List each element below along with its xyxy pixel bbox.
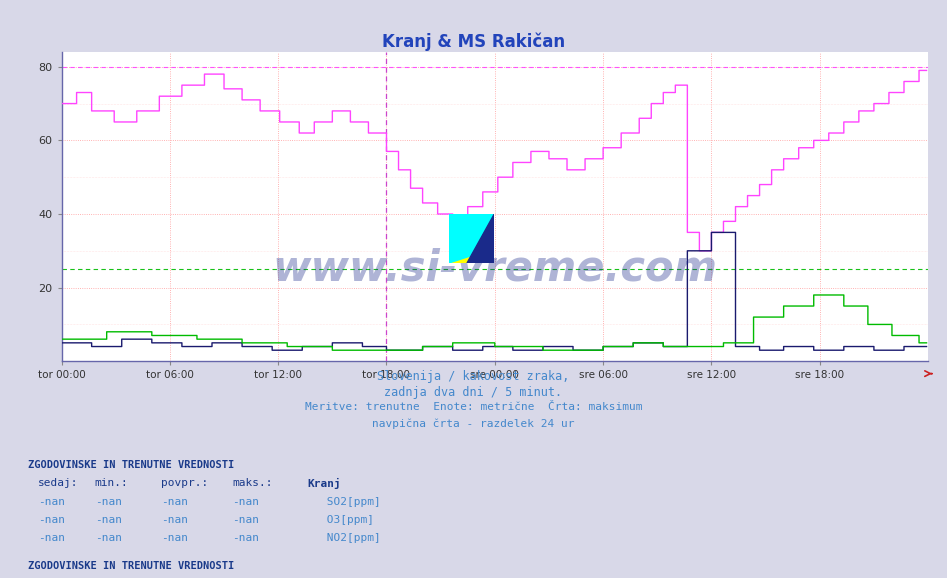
Text: -nan: -nan [95, 497, 122, 506]
Polygon shape [449, 214, 494, 263]
Text: SO2[ppm]: SO2[ppm] [320, 497, 381, 506]
Text: sedaj:: sedaj: [38, 478, 79, 488]
Text: -nan: -nan [161, 497, 188, 506]
Polygon shape [467, 214, 494, 263]
Text: -nan: -nan [38, 533, 65, 543]
Text: -nan: -nan [38, 497, 65, 506]
Text: Meritve: trenutne  Enote: metrične  Črta: maksimum: Meritve: trenutne Enote: metrične Črta: … [305, 402, 642, 412]
Text: -nan: -nan [232, 533, 259, 543]
Text: -nan: -nan [161, 515, 188, 525]
Text: Kranj: Kranj [308, 478, 342, 489]
Text: O3[ppm]: O3[ppm] [320, 515, 374, 525]
Text: www.si-vreme.com: www.si-vreme.com [273, 247, 717, 290]
Text: -nan: -nan [38, 515, 65, 525]
Text: Kranj & MS Rakičan: Kranj & MS Rakičan [382, 33, 565, 51]
Text: min.:: min.: [95, 478, 129, 488]
Text: NO2[ppm]: NO2[ppm] [320, 533, 381, 543]
Text: -nan: -nan [232, 497, 259, 506]
Text: Slovenija / kakovost zraka,: Slovenija / kakovost zraka, [377, 370, 570, 383]
Text: ZGODOVINSKE IN TRENUTNE VREDNOSTI: ZGODOVINSKE IN TRENUTNE VREDNOSTI [28, 460, 235, 469]
Text: povpr.:: povpr.: [161, 478, 208, 488]
Text: navpična črta - razdelek 24 ur: navpična črta - razdelek 24 ur [372, 418, 575, 429]
Text: -nan: -nan [232, 515, 259, 525]
Text: -nan: -nan [161, 533, 188, 543]
Text: ZGODOVINSKE IN TRENUTNE VREDNOSTI: ZGODOVINSKE IN TRENUTNE VREDNOSTI [28, 561, 235, 571]
Text: -nan: -nan [95, 533, 122, 543]
Text: maks.:: maks.: [232, 478, 273, 488]
Text: -nan: -nan [95, 515, 122, 525]
Text: zadnja dva dni / 5 minut.: zadnja dva dni / 5 minut. [384, 386, 563, 399]
